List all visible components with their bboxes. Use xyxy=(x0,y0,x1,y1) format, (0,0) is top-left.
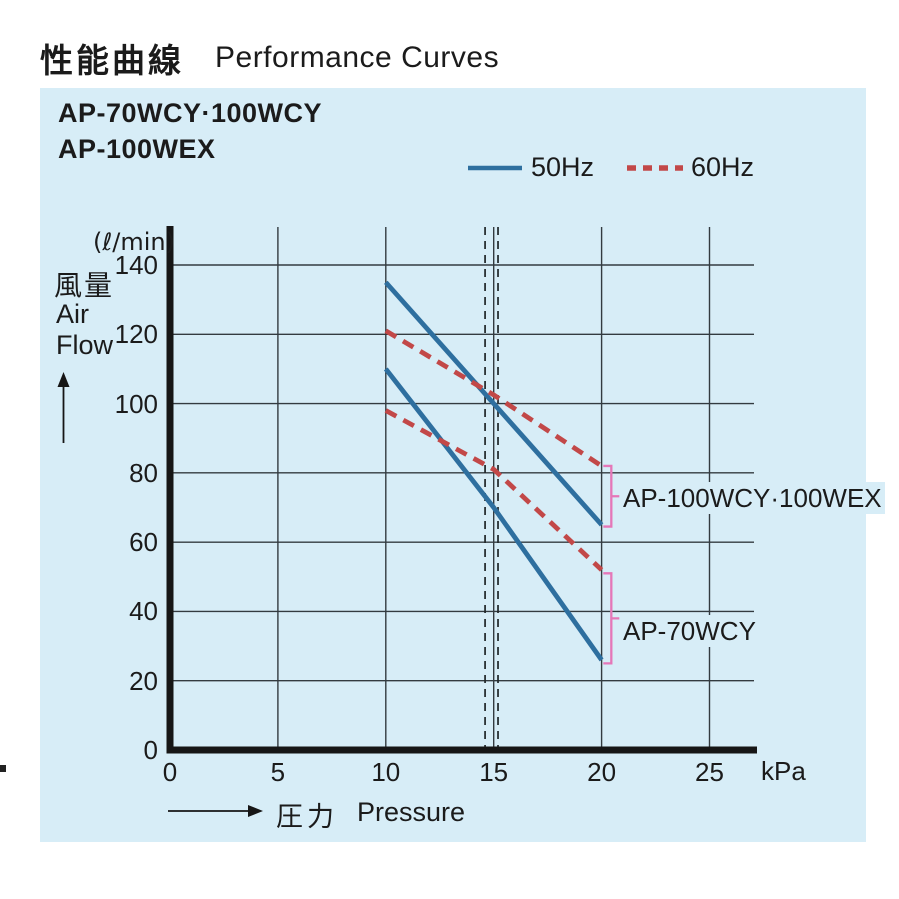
y-tick-label-20: 20 xyxy=(129,665,158,696)
y-tick-label-40: 40 xyxy=(129,596,158,627)
x-tick-label-15: 15 xyxy=(479,757,509,787)
y-axis-label-ja: 風量 xyxy=(54,269,115,302)
page-title-en: Performance Curves xyxy=(215,41,500,74)
y-tick-label-0: 0 xyxy=(143,735,158,765)
x-tick-label-5: 5 xyxy=(270,757,286,787)
x-axis-unit: kPa xyxy=(761,756,806,786)
y-tick-label-80: 80 xyxy=(129,457,158,488)
x-tick-label-25: 25 xyxy=(695,757,724,787)
y-axis-label-en: Air Flow xyxy=(56,299,114,360)
page-edge-mark xyxy=(0,765,6,772)
y-axis-unit: (ℓ/min) xyxy=(93,228,175,256)
annotation-label-ap70: AP-70WCY xyxy=(620,615,759,647)
x-tick-label-0: 0 xyxy=(162,757,178,787)
x-axis-label-ja: 圧力 xyxy=(276,802,338,833)
annotation-label-ap100: AP-100WCY·100WEX xyxy=(620,482,885,514)
model-name-line2: AP-100WEX xyxy=(58,134,216,164)
x-tick-label-10: 10 xyxy=(371,757,401,787)
legend-label-50hz: 50Hz xyxy=(531,152,595,182)
x-axis-label-en: Pressure xyxy=(357,797,466,827)
y-tick-label-60: 60 xyxy=(129,527,158,558)
page-title-ja: 性能曲線 xyxy=(40,41,184,80)
x-tick-label-20: 20 xyxy=(587,757,617,787)
y-tick-label-120: 120 xyxy=(114,319,158,350)
chart-panel xyxy=(40,88,866,842)
y-tick-label-140: 140 xyxy=(114,249,158,280)
model-name-line1: AP-70WCY·100WCY xyxy=(58,98,323,128)
legend-label-60hz: 60Hz xyxy=(691,152,755,182)
y-tick-label-100: 100 xyxy=(114,388,158,419)
